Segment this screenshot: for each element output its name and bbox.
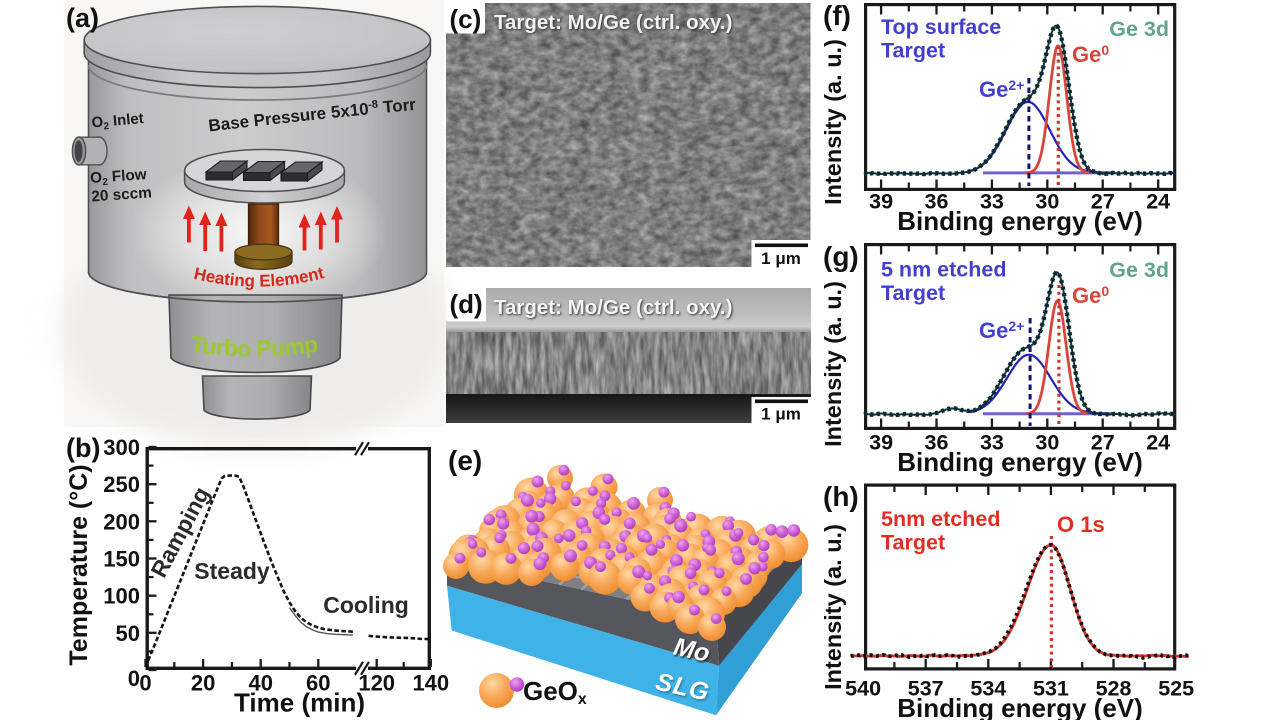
svg-text:Ge0: Ge0	[1072, 42, 1109, 67]
svg-text:(f): (f)	[823, 0, 851, 31]
svg-text:540: 540	[845, 677, 881, 701]
svg-text:39: 39	[869, 190, 893, 214]
svg-text:Target: Mo/Ge (ctrl. oxy.): Target: Mo/Ge (ctrl. oxy.)	[494, 11, 732, 34]
svg-text:GeOx: GeOx	[523, 676, 587, 708]
svg-text:33: 33	[980, 190, 1004, 214]
svg-text:(c): (c)	[450, 4, 482, 34]
svg-text:50: 50	[116, 621, 140, 646]
svg-text:Ge 3d: Ge 3d	[1109, 258, 1169, 282]
svg-text:525: 525	[1158, 677, 1194, 701]
svg-text:Temperature (°C): Temperature (°C)	[65, 464, 93, 665]
svg-text:33: 33	[980, 431, 1004, 455]
svg-text:531: 531	[1033, 677, 1069, 701]
svg-text:36: 36	[925, 190, 949, 214]
svg-text:30: 30	[1035, 431, 1059, 455]
svg-text:(e): (e)	[448, 445, 482, 476]
svg-text:0: 0	[128, 666, 140, 691]
svg-text:(g): (g)	[823, 241, 859, 272]
svg-text:Top surface: Top surface	[881, 15, 1001, 39]
svg-text:(a): (a)	[66, 3, 99, 33]
svg-text:Target: Mo/Ge (ctrl. oxy.): Target: Mo/Ge (ctrl. oxy.)	[494, 296, 732, 319]
svg-text:20: 20	[191, 671, 215, 696]
svg-text:27: 27	[1091, 431, 1115, 455]
svg-text:(d): (d)	[450, 289, 483, 319]
svg-text:250: 250	[103, 472, 140, 497]
svg-text:1 μm: 1 μm	[761, 405, 801, 424]
svg-text:O 1s: O 1s	[1057, 512, 1105, 537]
svg-text:537: 537	[908, 677, 944, 701]
svg-text:200: 200	[103, 509, 140, 534]
svg-text:120: 120	[358, 671, 395, 696]
svg-text:Turbo Pump: Turbo Pump	[189, 331, 319, 362]
svg-text:Binding energy (eV): Binding energy (eV)	[897, 447, 1143, 477]
svg-text:(h): (h)	[823, 481, 859, 512]
svg-text:27: 27	[1091, 190, 1115, 214]
svg-text:1 μm: 1 μm	[761, 249, 801, 268]
svg-text:Intensity (a. u.): Intensity (a. u.)	[820, 39, 846, 205]
svg-text:Cooling: Cooling	[323, 592, 409, 618]
svg-text:Target: Target	[881, 531, 945, 555]
svg-text:24: 24	[1146, 190, 1170, 214]
svg-text:20 sccm: 20 sccm	[91, 184, 152, 205]
svg-text:140: 140	[412, 671, 449, 696]
svg-text:5nm etched: 5nm etched	[881, 507, 1000, 531]
svg-text:Time (min): Time (min)	[234, 688, 365, 718]
svg-text:Ge 3d: Ge 3d	[1109, 17, 1169, 41]
svg-text:24: 24	[1146, 431, 1170, 455]
svg-text:(b): (b)	[66, 433, 100, 463]
svg-text:30: 30	[1035, 190, 1059, 214]
svg-text:150: 150	[103, 547, 140, 572]
svg-text:39: 39	[869, 431, 893, 455]
svg-text:5 nm etched: 5 nm etched	[881, 258, 1006, 282]
svg-text:Intensity (a. u.): Intensity (a. u.)	[820, 281, 846, 447]
svg-text:Target: Target	[881, 39, 945, 63]
svg-text:Binding energy (eV): Binding energy (eV)	[897, 693, 1143, 720]
svg-text:100: 100	[103, 584, 140, 609]
svg-text:Target: Target	[881, 281, 945, 305]
svg-text:0: 0	[139, 671, 151, 696]
svg-text:528: 528	[1096, 677, 1132, 701]
svg-text:534: 534	[970, 677, 1006, 701]
svg-text:40: 40	[248, 671, 272, 696]
svg-text:Ge2+: Ge2+	[979, 318, 1024, 343]
svg-text:300: 300	[103, 435, 140, 460]
svg-text:Intensity (a. u.): Intensity (a. u.)	[820, 524, 846, 690]
svg-text:Binding energy (eV): Binding energy (eV)	[897, 206, 1143, 236]
svg-text:60: 60	[306, 671, 330, 696]
svg-text:Steady: Steady	[194, 558, 270, 584]
svg-text:36: 36	[925, 431, 949, 455]
